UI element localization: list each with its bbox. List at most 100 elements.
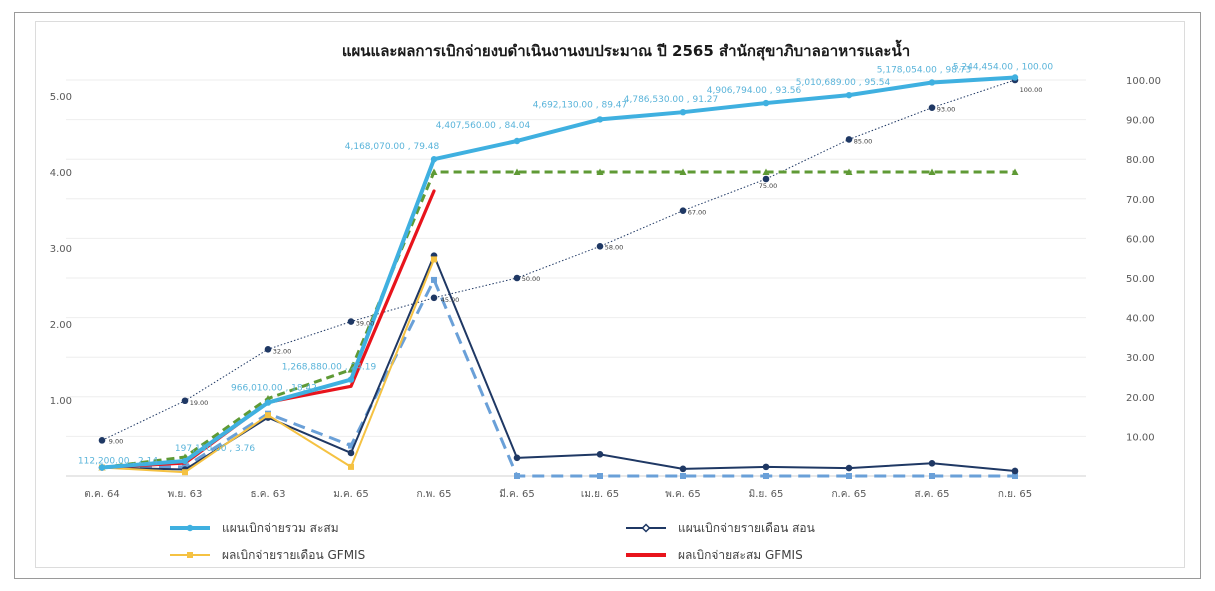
data-label: 5,178,054.00 , 98.73 bbox=[877, 65, 971, 75]
data-labels: 112,200.00 , 2.14 197,130.00 , 3.76 966,01… bbox=[78, 62, 1053, 466]
series-point-6 bbox=[513, 274, 521, 282]
percent-label: 32.00 bbox=[273, 347, 292, 355]
series-point-0 bbox=[596, 116, 604, 123]
gridlines bbox=[66, 79, 1086, 477]
y-axis-right: 10.00 20.00 30.00 40.00 50.00 60.00 70.00 80.00… bbox=[1126, 76, 1161, 443]
percent-label: 75.00 bbox=[759, 182, 778, 190]
series-point-2 bbox=[431, 256, 437, 263]
series-point-0 bbox=[1011, 74, 1019, 81]
y-left-tick-label: 2.00 bbox=[50, 320, 72, 331]
series-point-5 bbox=[928, 168, 936, 175]
y-right-tick-label: 50.00 bbox=[1126, 274, 1155, 285]
percent-label: 58.00 bbox=[605, 243, 624, 251]
series-point-4 bbox=[1012, 473, 1018, 479]
x-tick-label: ก.ย. 65 bbox=[998, 489, 1032, 500]
series-point-6 bbox=[928, 104, 936, 112]
x-tick-label: ธ.ค. 63 bbox=[250, 489, 285, 500]
series-point-0 bbox=[347, 376, 355, 383]
y-left-tick-label: 5.00 bbox=[50, 92, 72, 103]
series-point-5 bbox=[264, 394, 272, 402]
percent-label: 50.00 bbox=[522, 275, 541, 283]
series-point-0 bbox=[845, 91, 853, 99]
series-line-4 bbox=[101, 278, 1015, 478]
data-label: 4,692,130.00 , 89.47 bbox=[533, 100, 627, 110]
series-point-0 bbox=[513, 137, 521, 145]
series-point-5 bbox=[596, 168, 604, 175]
series-point-1 bbox=[845, 464, 853, 472]
legend-label: แผนเบิกจ่ายรวม สะสม bbox=[222, 521, 339, 535]
series-point-1 bbox=[679, 465, 687, 473]
data-label: 966,010.00 , 18.42 bbox=[231, 384, 317, 394]
percent-label: 85.00 bbox=[854, 137, 873, 145]
percent-label: 19.00 bbox=[190, 399, 209, 407]
x-tick-label: เม.ย. 65 bbox=[581, 489, 619, 500]
series-point-4 bbox=[846, 473, 852, 479]
series-point-1 bbox=[928, 460, 936, 467]
legend: แผนเบิกจ่ายรวม สะสม แผนเบิกจ่ายรายเดือน ส… bbox=[170, 521, 815, 562]
series-point-6 bbox=[264, 345, 272, 353]
legend-label: แผนเบิกจ่ายรายเดือน สอน bbox=[678, 521, 815, 535]
series-point-0 bbox=[928, 79, 936, 86]
series-point-5 bbox=[762, 168, 770, 175]
chart-frame: แผนและผลการเบิกจ่ายงบดำเนินงานงบประมาณ ป… bbox=[14, 12, 1201, 579]
series-line-0 bbox=[100, 75, 1017, 470]
chart-title: แผนและผลการเบิกจ่ายงบดำเนินงานงบประมาณ ป… bbox=[342, 39, 910, 61]
x-axis: ต.ค. 64 พ.ย. 63 ธ.ค. 63 ม.ค. 65 ก.พ. 65 มี.ค.… bbox=[84, 488, 1032, 500]
y-left-tick-label: 3.00 bbox=[50, 244, 72, 255]
series-point-4 bbox=[348, 442, 354, 449]
series-point-6 bbox=[679, 207, 687, 214]
series-point-0 bbox=[264, 399, 272, 406]
y-right-tick-label: 70.00 bbox=[1126, 195, 1155, 206]
series-layer bbox=[98, 74, 1019, 479]
x-tick-label: ส.ค. 65 bbox=[914, 489, 949, 500]
series-line-1 bbox=[101, 254, 1016, 472]
series-point-1 bbox=[347, 449, 355, 457]
x-tick-label: พ.ย. 63 bbox=[168, 489, 203, 500]
series-point-0 bbox=[181, 457, 189, 465]
data-label: 112,200.00 , 2.14 bbox=[78, 456, 158, 466]
series-point-6 bbox=[181, 397, 189, 405]
data-label: 4,906,794.00 , 93.56 bbox=[707, 86, 802, 96]
data-label: 5,244,454.00 , 100.00 bbox=[953, 62, 1053, 72]
series-point-6 bbox=[596, 243, 604, 250]
percent-label: 45.00 bbox=[441, 296, 460, 304]
y-right-tick-label: 100.00 bbox=[1126, 76, 1161, 87]
series-point-5 bbox=[430, 168, 438, 175]
y-right-tick-label: 60.00 bbox=[1126, 234, 1155, 245]
x-tick-label: ก.พ. 65 bbox=[417, 489, 452, 500]
series-point-0 bbox=[98, 464, 106, 471]
series-point-4 bbox=[597, 473, 603, 479]
percent-label: 100.00 bbox=[1020, 86, 1043, 94]
series-point-4 bbox=[680, 473, 686, 479]
data-label: 5,010,689.00 , 95.54 bbox=[796, 78, 891, 88]
series-point-6 bbox=[430, 294, 438, 302]
data-label: 4,786,530.00 , 91.27 bbox=[624, 95, 718, 105]
y-right-tick-label: 30.00 bbox=[1126, 353, 1155, 364]
x-tick-label: ต.ค. 64 bbox=[84, 489, 119, 500]
legend-swatch-marker bbox=[187, 552, 193, 558]
series-point-6 bbox=[762, 175, 770, 183]
series-point-0 bbox=[430, 156, 438, 163]
series-point-6 bbox=[845, 136, 853, 143]
percent-label: 67.00 bbox=[688, 209, 707, 217]
y-right-tick-label: 80.00 bbox=[1126, 155, 1155, 166]
series-line-3 bbox=[100, 189, 436, 470]
y-right-tick-label: 40.00 bbox=[1126, 314, 1155, 325]
y-left-tick-label: 1.00 bbox=[50, 396, 72, 407]
chart-panel: แผนและผลการเบิกจ่ายงบดำเนินงานงบประมาณ ป… bbox=[35, 21, 1185, 568]
y-right-tick-label: 20.00 bbox=[1126, 393, 1155, 404]
series-point-5 bbox=[513, 168, 521, 175]
legend-swatch-marker bbox=[186, 524, 194, 532]
series-point-2 bbox=[348, 463, 354, 470]
y-right-tick-label: 10.00 bbox=[1126, 432, 1155, 443]
series-line-5 bbox=[101, 170, 1015, 469]
series-point-4 bbox=[929, 473, 935, 479]
series-point-4 bbox=[514, 473, 520, 479]
y-right-tick-label: 90.00 bbox=[1126, 116, 1155, 127]
x-tick-label: ม.ค. 65 bbox=[333, 489, 369, 500]
percent-label: 93.00 bbox=[937, 106, 956, 114]
data-label: 1,268,880.00 , 24.19 bbox=[282, 363, 377, 373]
data-label: 4,407,560.00 , 84.04 bbox=[436, 121, 531, 131]
series-point-1 bbox=[1011, 467, 1019, 475]
series-point-1 bbox=[513, 454, 521, 462]
